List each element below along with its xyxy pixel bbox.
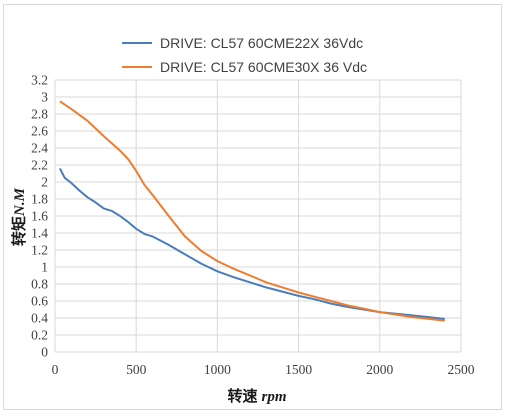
chart-frame: [3, 4, 502, 410]
y-tick-label: 2.6: [31, 124, 48, 139]
y-tick-label: 0: [41, 345, 48, 360]
x-tick-label: 2500: [448, 362, 475, 377]
y-tick-label: 1.4: [31, 226, 48, 241]
y-tick-label: 0.8: [31, 277, 48, 292]
y-tick-label: 0.6: [31, 294, 48, 309]
y-axis-title-cn: 转矩: [10, 216, 28, 246]
y-tick-label: 0.4: [31, 311, 48, 326]
legend-label-series-1: DRIVE: CL57 60CME22X 36Vdc: [160, 35, 363, 51]
y-tick-label: 1: [41, 260, 48, 275]
y-tick-label: 2.2: [31, 158, 48, 173]
legend-label-series-2: DRIVE: CL57 60CME30X 36 Vdc: [160, 59, 367, 75]
x-axis-title-cn: 转速: [227, 387, 257, 405]
y-tick-label: 2: [41, 175, 48, 190]
x-tick-label: 1000: [204, 362, 231, 377]
series-lines: [59, 100, 445, 322]
x-axis-title: 转速 rpm: [227, 387, 286, 405]
y-tick-label: 1.8: [31, 192, 48, 207]
x-tick-label: 0: [52, 362, 59, 377]
y-tick-label: 1.6: [31, 209, 48, 224]
x-tick-label: 500: [126, 362, 147, 377]
series-line-2: [59, 100, 445, 322]
y-axis-title: 转矩N.M: [10, 187, 28, 246]
x-tick-label: 1500: [285, 362, 312, 377]
y-tick-label: 3: [41, 90, 48, 105]
y-tick-labels: 0 0.2 0.4 0.6 0.8 1 1.2 1.4 1.6 1.8 2 2.2 2.4 2.6 2.8 3…: [31, 73, 48, 360]
y-tick-label: 0.2: [31, 328, 48, 343]
series-line-1: [59, 167, 445, 320]
y-tick-label: 2.4: [31, 141, 48, 156]
legend: DRIVE: CL57 60CME22X 36Vdc DRIVE: CL57 6…: [122, 35, 367, 75]
x-axis-title-unit: rpm: [262, 389, 287, 405]
y-tick-label: 1.2: [31, 243, 48, 258]
y-tick-label: 2.8: [31, 107, 48, 122]
grid: [54, 79, 462, 353]
y-tick-label: 3.2: [31, 73, 48, 88]
y-axis-title-unit: N.M: [12, 187, 28, 217]
x-tick-labels: 0 500 1000 1500 2000 2500: [52, 362, 475, 377]
x-tick-label: 2000: [366, 362, 393, 377]
